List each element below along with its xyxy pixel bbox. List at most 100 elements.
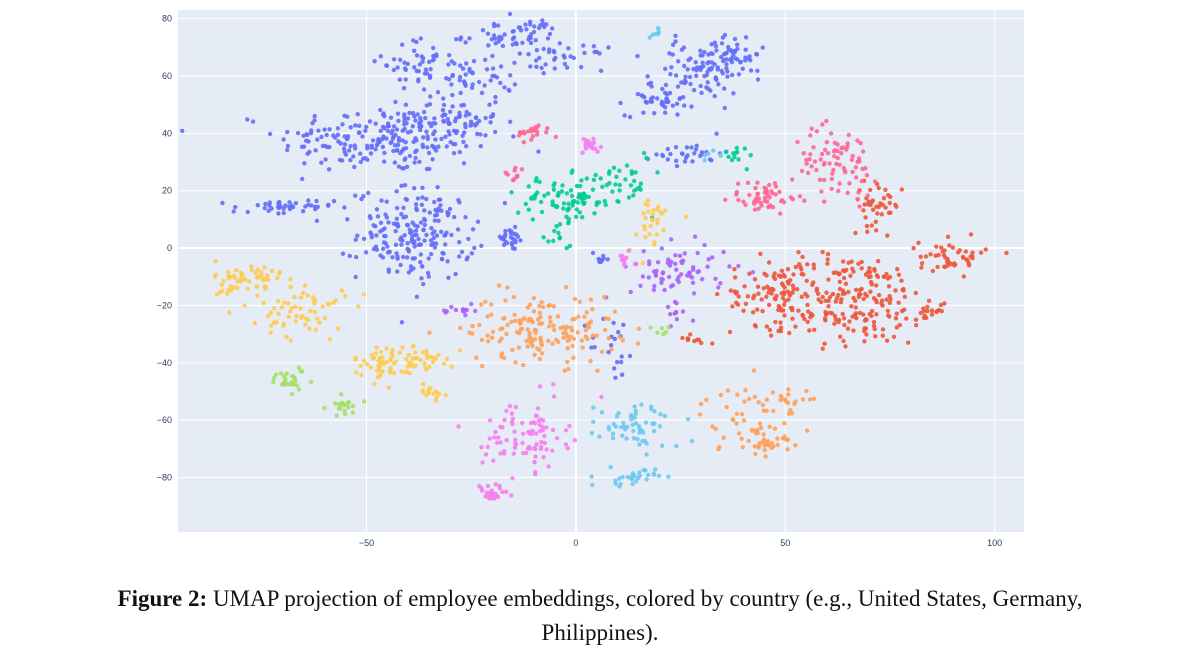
data-point bbox=[507, 11, 513, 17]
data-point bbox=[675, 84, 681, 89]
data-point bbox=[544, 130, 549, 135]
data-point bbox=[388, 356, 393, 361]
data-point bbox=[811, 266, 817, 271]
data-point bbox=[378, 220, 384, 225]
data-point bbox=[778, 320, 783, 325]
data-point bbox=[631, 428, 636, 434]
data-point bbox=[407, 371, 413, 376]
data-point bbox=[656, 26, 661, 31]
data-point bbox=[490, 335, 495, 340]
data-point bbox=[630, 481, 635, 487]
data-point bbox=[532, 193, 538, 199]
data-point bbox=[271, 376, 277, 381]
data-point bbox=[286, 301, 291, 306]
data-point bbox=[402, 157, 407, 162]
data-point bbox=[431, 144, 436, 149]
data-point bbox=[807, 157, 812, 162]
data-point bbox=[711, 148, 716, 153]
data-point bbox=[828, 131, 834, 136]
data-point bbox=[324, 132, 329, 138]
data-point bbox=[446, 275, 451, 280]
data-point bbox=[876, 185, 881, 191]
data-point bbox=[436, 218, 441, 223]
data-point bbox=[502, 32, 507, 37]
data-point bbox=[669, 237, 674, 242]
data-point bbox=[862, 339, 867, 344]
data-point bbox=[670, 52, 675, 57]
data-point bbox=[281, 210, 286, 216]
data-point bbox=[557, 222, 563, 227]
data-point bbox=[413, 202, 419, 207]
data-point bbox=[358, 159, 363, 165]
data-point bbox=[307, 326, 312, 331]
data-point bbox=[439, 208, 444, 213]
data-point bbox=[706, 257, 711, 262]
data-point bbox=[808, 152, 813, 157]
data-point bbox=[695, 337, 700, 342]
data-point bbox=[399, 183, 404, 188]
data-point bbox=[374, 368, 380, 373]
data-point bbox=[288, 277, 293, 282]
data-point bbox=[467, 36, 472, 41]
data-point bbox=[631, 193, 636, 198]
data-point bbox=[493, 41, 498, 46]
data-point bbox=[458, 90, 463, 96]
data-point bbox=[403, 67, 408, 73]
data-point bbox=[716, 82, 721, 87]
data-point bbox=[628, 289, 633, 295]
data-point bbox=[868, 289, 873, 294]
data-point bbox=[718, 152, 723, 158]
y-tick-label: 20 bbox=[162, 186, 172, 196]
data-point bbox=[755, 191, 760, 196]
data-point bbox=[428, 238, 434, 243]
data-point bbox=[542, 193, 547, 198]
data-point bbox=[670, 103, 676, 108]
data-point bbox=[970, 250, 975, 255]
data-point bbox=[539, 351, 545, 356]
data-point bbox=[396, 164, 402, 169]
data-point bbox=[446, 77, 452, 82]
data-point bbox=[801, 151, 806, 156]
data-point bbox=[616, 329, 621, 335]
data-point bbox=[484, 67, 490, 72]
data-point bbox=[517, 318, 522, 323]
data-point bbox=[403, 196, 408, 202]
data-point bbox=[270, 268, 275, 274]
data-point bbox=[363, 250, 369, 255]
data-point bbox=[285, 147, 290, 153]
data-point bbox=[843, 344, 848, 349]
data-point bbox=[896, 300, 901, 305]
data-point bbox=[583, 328, 588, 333]
data-point bbox=[842, 322, 847, 328]
data-point bbox=[579, 338, 585, 343]
data-point bbox=[406, 247, 411, 253]
data-point bbox=[895, 266, 900, 272]
data-point bbox=[485, 494, 490, 499]
data-point bbox=[715, 291, 720, 297]
data-point bbox=[371, 355, 377, 361]
data-point bbox=[887, 274, 893, 280]
data-point bbox=[659, 99, 665, 105]
data-point bbox=[540, 304, 546, 310]
data-point bbox=[876, 292, 882, 298]
data-point bbox=[417, 121, 422, 126]
data-point bbox=[853, 175, 859, 180]
data-point bbox=[407, 227, 412, 232]
data-point bbox=[412, 223, 417, 228]
data-point bbox=[722, 105, 727, 111]
data-point bbox=[571, 355, 576, 360]
data-point bbox=[513, 360, 518, 365]
data-point bbox=[606, 45, 611, 50]
data-point bbox=[634, 232, 639, 237]
data-point bbox=[775, 436, 780, 441]
data-point bbox=[262, 265, 267, 270]
data-point bbox=[583, 334, 588, 339]
data-point bbox=[736, 294, 741, 299]
data-point bbox=[516, 210, 521, 215]
data-point bbox=[537, 422, 542, 428]
data-point bbox=[790, 316, 795, 321]
data-point bbox=[300, 209, 306, 214]
data-point bbox=[623, 427, 628, 432]
data-point bbox=[819, 189, 824, 194]
data-point bbox=[705, 264, 710, 269]
